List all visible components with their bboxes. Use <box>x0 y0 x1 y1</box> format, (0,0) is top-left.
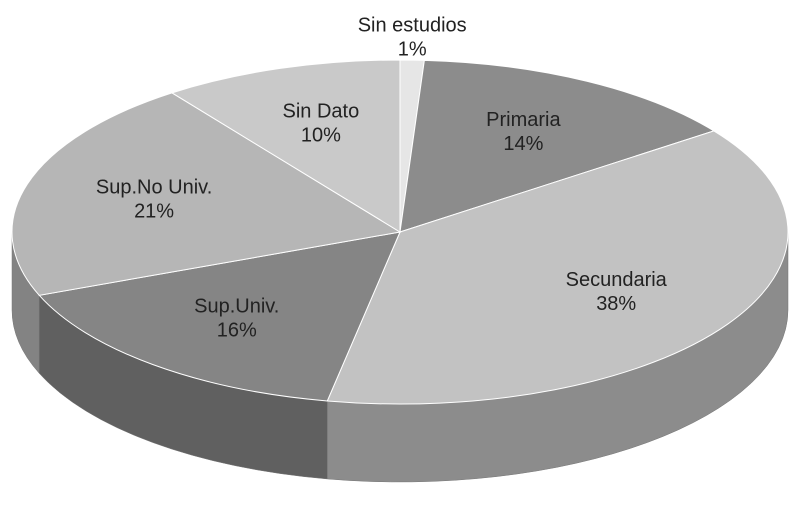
slice-label: Primaria <box>486 109 561 131</box>
slice-label: Sin estudios <box>358 14 467 36</box>
slice <box>170 59 401 233</box>
slice <box>11 92 402 296</box>
slice <box>326 130 789 405</box>
slice-value-label: 10% <box>301 124 341 146</box>
slice-label: Sup.Univ. <box>194 296 279 318</box>
slice-label: Secundaria <box>566 269 668 291</box>
slice <box>399 59 716 233</box>
slice-label: Sup.No Univ. <box>96 177 212 199</box>
slice <box>38 231 401 402</box>
slice-value-label: 21% <box>134 201 174 223</box>
slice-value-label: 14% <box>503 133 543 155</box>
slice-value-label: 16% <box>217 320 257 342</box>
slice-value-label: 1% <box>398 38 427 60</box>
slice-value-label: 38% <box>596 293 636 315</box>
slice-label: Sin Dato <box>283 100 360 122</box>
